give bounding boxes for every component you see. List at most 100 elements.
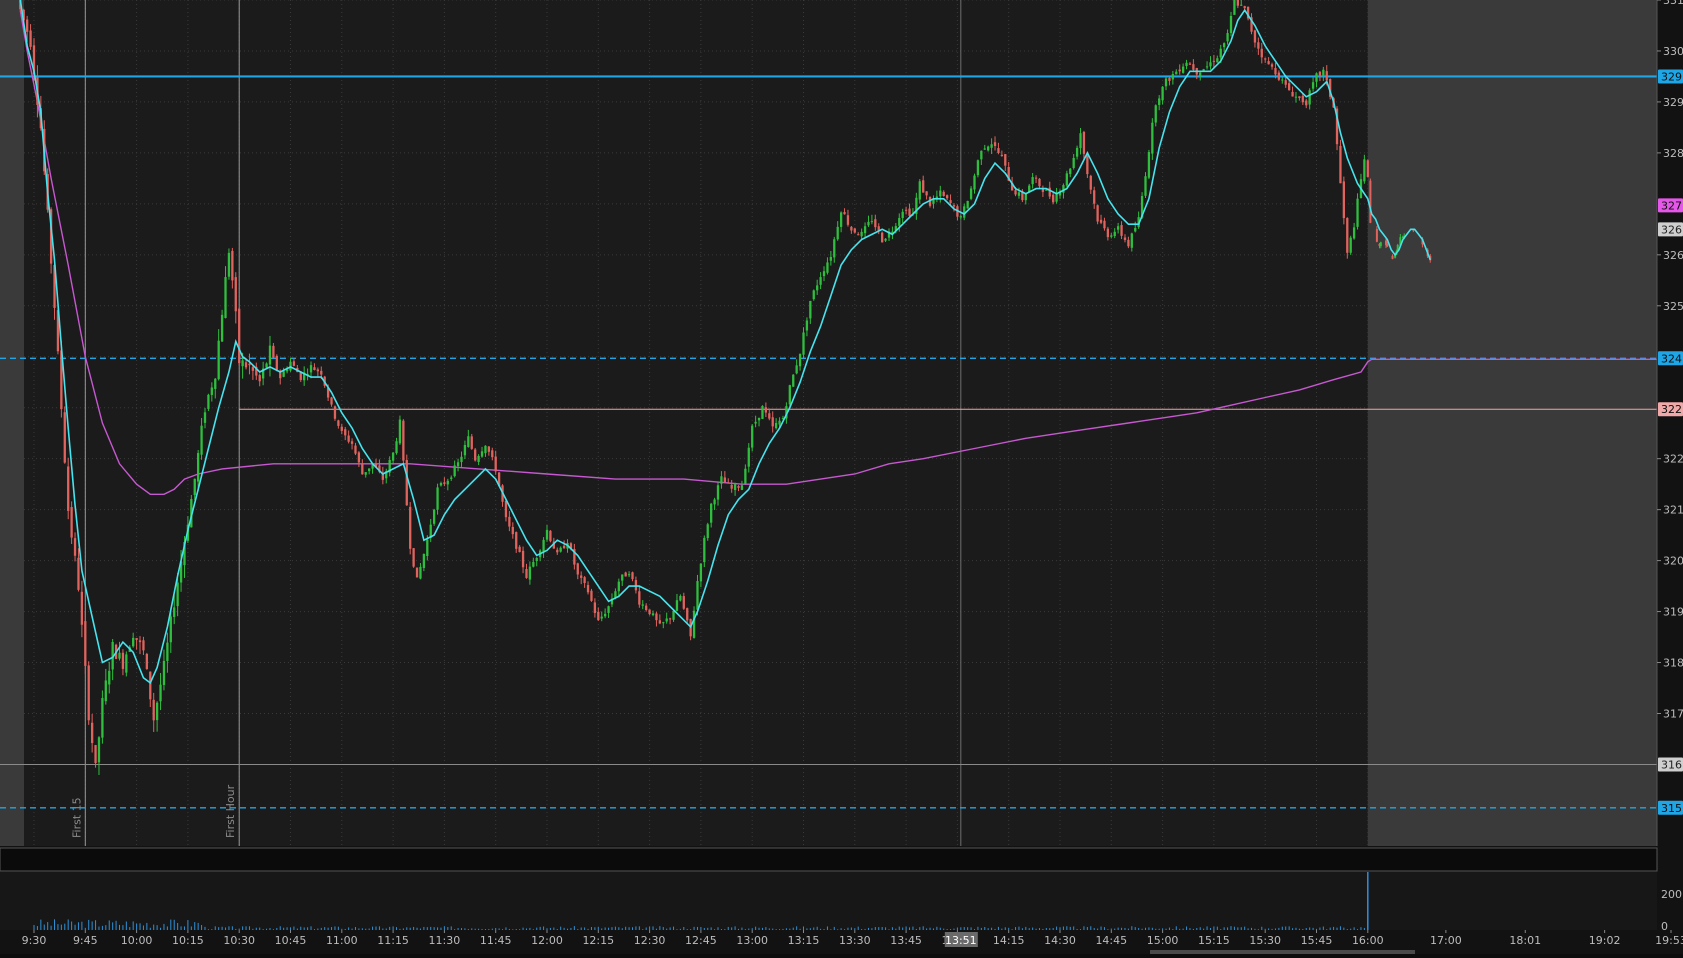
candle-up	[197, 453, 200, 482]
candle-down	[350, 441, 354, 444]
candle-up	[268, 345, 272, 365]
grid-layer: First 15 First Hour	[0, 0, 1672, 930]
candle-up	[733, 484, 737, 491]
time-tick-label: 12:30	[634, 934, 666, 947]
time-tick-label: 12:00	[531, 934, 563, 947]
candle-down	[511, 526, 514, 535]
candle-up	[1396, 245, 1399, 252]
candle-down	[583, 577, 586, 584]
candle-down	[1346, 218, 1349, 253]
candle-down	[576, 563, 579, 575]
price-tag-label[interactable]: 322.	[1661, 403, 1683, 416]
price-tag-salmon[interactable]	[1658, 402, 1683, 417]
price-tick-label: 322	[1663, 453, 1683, 466]
candle-up	[829, 256, 833, 261]
candle-up	[1226, 33, 1229, 42]
candle-down	[402, 420, 405, 461]
candle-down	[60, 350, 63, 410]
candle-up	[774, 422, 778, 429]
price-tag-magenta[interactable]	[1658, 198, 1683, 213]
volume-axis-label: 200	[1661, 888, 1682, 901]
candle-down	[508, 516, 511, 527]
candle-down	[1386, 244, 1389, 247]
price-tag-label[interactable]: 324	[1661, 352, 1682, 365]
price-tags-layer[interactable]: 329. 324 322. 316. 315 327 326.	[1658, 69, 1683, 815]
time-tick-label: 11:00	[326, 934, 358, 947]
candle-up	[870, 221, 874, 223]
candle-down	[881, 232, 884, 243]
candle-down	[655, 613, 658, 621]
price-tick-label: 325	[1663, 300, 1683, 313]
candle-down	[231, 250, 234, 281]
candle-up	[542, 539, 545, 553]
candle-up	[781, 418, 785, 420]
candle-up	[1181, 66, 1185, 73]
time-tick-label: 11:15	[377, 934, 409, 947]
candle-up	[190, 499, 193, 528]
candle-up	[429, 524, 432, 538]
candle-down	[590, 590, 593, 601]
candle-up	[97, 737, 101, 763]
candle-up	[969, 188, 973, 199]
candle-up	[210, 387, 213, 395]
vwap-line	[19, 10, 1671, 495]
candle-down	[764, 407, 768, 413]
candle-down	[1192, 64, 1195, 70]
candle-down	[857, 234, 860, 236]
candle-up	[173, 607, 176, 617]
candle-up	[1322, 69, 1325, 76]
candle-up	[603, 613, 607, 617]
price-tag-gray[interactable]	[1658, 757, 1683, 772]
candle-up	[1110, 235, 1113, 237]
candle-up	[833, 239, 836, 258]
candle-up	[217, 340, 220, 380]
candle-up	[391, 452, 395, 461]
candle-down	[1082, 131, 1086, 154]
price-tag-blue[interactable]	[1658, 351, 1683, 366]
candle-up	[364, 472, 367, 475]
price-tag-blue[interactable]	[1658, 69, 1683, 84]
cursor-time-tag	[944, 932, 978, 947]
price-tick-label: 326	[1663, 249, 1683, 262]
price-tag-label[interactable]: 316.	[1661, 758, 1683, 771]
candle-up	[207, 394, 210, 409]
candle-up	[1017, 192, 1021, 196]
candle-up	[1031, 177, 1034, 185]
candle-up	[761, 405, 764, 419]
candle-down	[1264, 58, 1267, 60]
price-tag-blue[interactable]	[1658, 800, 1683, 815]
candle-up	[809, 300, 812, 319]
candle-up	[826, 262, 829, 273]
candle-up	[118, 652, 121, 659]
candle-down	[152, 699, 155, 721]
candle-up	[966, 200, 969, 209]
candle-down	[1339, 145, 1342, 184]
price-tag-gray[interactable]	[1658, 222, 1683, 237]
candle-up	[1113, 231, 1116, 237]
candle-down	[1298, 96, 1301, 99]
candle-down	[1270, 64, 1274, 67]
price-tag-label[interactable]: 315	[1661, 802, 1682, 815]
candle-up	[368, 468, 371, 472]
candle-down	[1099, 219, 1103, 223]
candle-down	[275, 355, 278, 370]
candle-up	[227, 252, 231, 277]
candle-down	[121, 652, 125, 669]
price-tag-label[interactable]: 329.	[1661, 70, 1683, 83]
time-scrollbar	[1150, 950, 1415, 954]
candle-up	[371, 463, 374, 469]
candle-down	[474, 449, 477, 461]
candle-up	[822, 271, 826, 277]
candle-up	[1401, 236, 1404, 239]
candle-up	[460, 456, 463, 463]
price-tag-label[interactable]: 326.	[1661, 223, 1683, 236]
time-tick-label: 14:15	[993, 934, 1025, 947]
candle-up	[1116, 226, 1120, 230]
candle-up	[1024, 193, 1027, 201]
candle-up	[1229, 15, 1233, 33]
price-tag-label[interactable]: 327	[1661, 199, 1682, 212]
candle-up	[1144, 176, 1147, 196]
time-tick-label: 9:45	[73, 934, 98, 947]
